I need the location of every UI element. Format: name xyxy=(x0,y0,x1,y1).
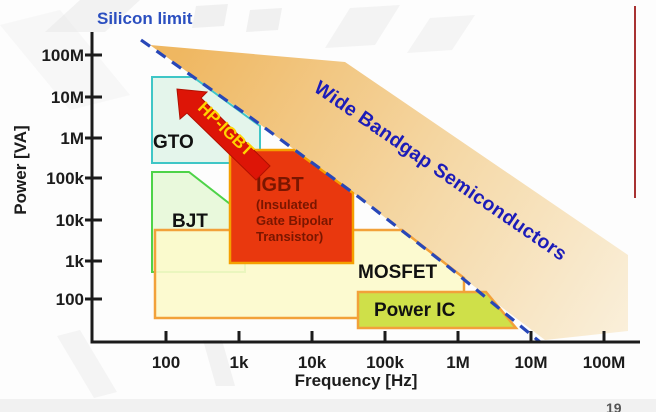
watermark-shape xyxy=(203,340,235,386)
y-tick-label: 100 xyxy=(56,290,84,309)
watermark-shape xyxy=(407,15,475,53)
y-axis-title: Power [VA] xyxy=(11,125,30,214)
y-tick-label: 1M xyxy=(60,129,84,148)
watermark xyxy=(0,0,475,398)
y-tick-labels: 100M 10M 1M 100k 10k 1k 100 xyxy=(41,46,84,309)
x-tick-label: 100M xyxy=(583,353,626,372)
x-tick-label: 1M xyxy=(446,353,470,372)
y-tick-label: 100k xyxy=(46,169,84,188)
watermark-shape xyxy=(0,10,130,110)
y-tick-label: 10M xyxy=(51,88,84,107)
igbt-label-block: IGBT (Insulated Gate Bipolar Transistor) xyxy=(256,174,333,244)
power-ic-region xyxy=(356,290,519,330)
mosfet-label: MOSFET xyxy=(358,262,438,283)
silicon-limit-line xyxy=(140,38,542,344)
x-tick-labels: 100 1k 10k 100k 1M 10M 100M xyxy=(152,353,625,372)
power-ic-label: Power IC xyxy=(374,300,456,321)
y-tick-label: 1k xyxy=(65,252,84,271)
x-tick-label: 10M xyxy=(514,353,547,372)
watermark-shape xyxy=(246,8,282,32)
hp-igbt-arrow xyxy=(176,88,271,181)
axes xyxy=(85,32,640,344)
igbt-region xyxy=(228,148,355,265)
watermark-shape xyxy=(325,5,400,48)
x-tick-label: 100k xyxy=(366,353,404,372)
page-number: 19 xyxy=(606,400,622,412)
x-axis-title: Frequency [Hz] xyxy=(295,371,418,390)
gto-label: GTO xyxy=(153,132,194,153)
x-tick-label: 100 xyxy=(152,353,180,372)
x-tick-label: 10k xyxy=(298,353,327,372)
watermark-shape xyxy=(192,4,228,28)
silicon-limit-label: Silicon limit xyxy=(97,9,193,28)
igbt-sub-line: (Insulated xyxy=(256,197,317,212)
igbt-sub-line: Transistor) xyxy=(256,229,323,244)
watermark-shape xyxy=(57,330,117,398)
x-tick-label: 1k xyxy=(230,353,249,372)
igbt-sub-line: Gate Bipolar xyxy=(256,213,333,228)
bjt-label: BJT xyxy=(172,211,208,232)
bottom-strip xyxy=(0,399,656,412)
watermark-shape xyxy=(45,0,140,32)
wide-bandgap-region xyxy=(150,45,628,340)
y-tick-label: 10k xyxy=(56,211,85,230)
igbt-label: IGBT xyxy=(256,174,304,196)
y-tick-label: 100M xyxy=(41,46,84,65)
